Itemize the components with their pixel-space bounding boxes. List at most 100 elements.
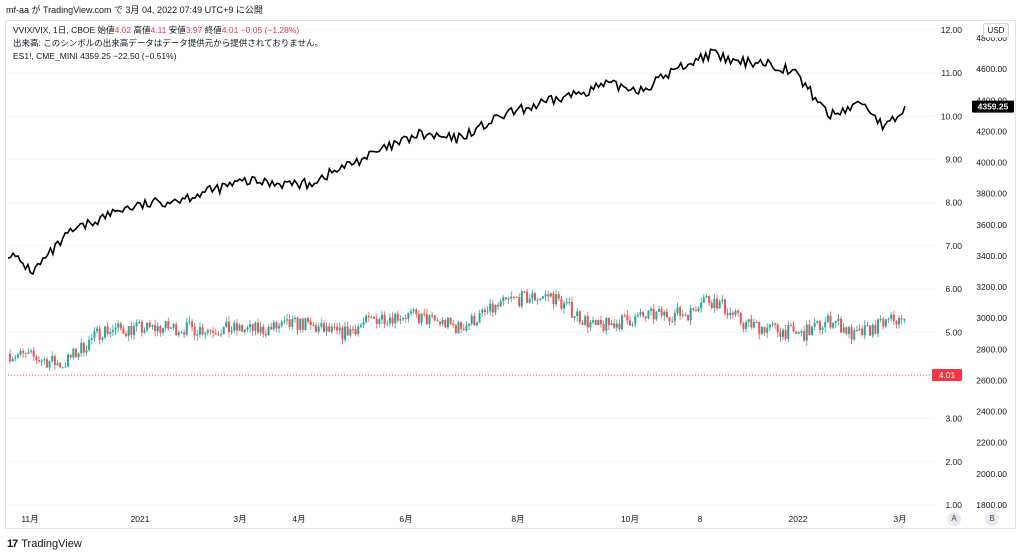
candle-body — [483, 309, 486, 313]
candle-body — [797, 332, 800, 334]
candle-body — [280, 321, 283, 326]
es-last-price-label: 4359.25 — [978, 102, 1009, 112]
candle-body — [233, 323, 236, 331]
candle-body — [541, 296, 544, 299]
legend-vvix-title: VVIX/VIX, 1日, CBOE 始値 — [13, 25, 115, 35]
candle-body — [299, 318, 302, 330]
candle-body — [103, 326, 106, 338]
candle-body — [48, 361, 51, 368]
candle-body — [644, 316, 647, 319]
candle-body — [407, 312, 410, 319]
candle-body — [278, 325, 281, 329]
time-tick-label: 6月 — [399, 514, 412, 524]
candle-body — [322, 323, 325, 332]
candle-body — [708, 296, 711, 303]
candle-body — [829, 315, 832, 328]
candle-body — [687, 315, 690, 321]
candle-body — [758, 322, 761, 334]
time-tick-label: 3月 — [893, 514, 906, 524]
candle-body — [462, 328, 465, 331]
candle-body — [423, 313, 426, 315]
candle-body — [752, 322, 755, 328]
candle-body — [855, 330, 858, 332]
currency-button[interactable]: USD — [983, 23, 1009, 38]
candle-body — [702, 297, 705, 303]
candle-body — [9, 353, 11, 362]
candle-body — [367, 315, 370, 318]
candle-body — [774, 323, 777, 325]
candle-body — [729, 312, 732, 316]
candle-body — [341, 327, 344, 340]
candle-body — [871, 324, 874, 336]
time-axis: 11月 2021 3月 4月 6月 8月 10月 8 2022 3月 — [21, 514, 906, 524]
candle-body — [863, 325, 866, 336]
candle-body — [209, 330, 212, 332]
candle-body — [618, 323, 621, 330]
candle-body — [610, 323, 613, 325]
candle-body — [275, 322, 278, 329]
vvix-tick-label: 10.00 — [941, 111, 963, 121]
candle-body — [320, 323, 323, 327]
auto-scale-button[interactable]: A — [947, 512, 961, 526]
candle-body — [475, 322, 478, 326]
vvix-last-price-tag — [932, 369, 962, 382]
candle-body — [520, 291, 523, 307]
candle-body — [468, 323, 471, 326]
candle-body — [140, 322, 143, 333]
candle-body — [402, 317, 405, 320]
candle-body — [156, 326, 159, 332]
candle-body — [264, 334, 267, 336]
candle-body — [900, 317, 903, 320]
candle-body — [22, 350, 25, 353]
candle-body — [38, 360, 41, 362]
candle-body — [544, 294, 547, 297]
candle-body — [188, 321, 191, 323]
candle-body — [172, 324, 175, 328]
legend-es-title: ES1!, CME_MINI — [13, 51, 78, 61]
candle-body — [639, 312, 642, 315]
candle-body — [399, 319, 402, 321]
legend-high: 4.11 — [150, 25, 167, 35]
candle-body — [415, 309, 418, 315]
candle-body — [504, 297, 507, 300]
candle-body — [386, 323, 389, 325]
candle-body — [584, 316, 587, 325]
candle-body — [51, 355, 54, 362]
es-last-price-tag — [972, 100, 1014, 113]
candle-body — [803, 331, 806, 341]
vvix-tick-label: 8.00 — [945, 198, 962, 208]
candle-body — [700, 302, 703, 309]
vvix-tick-label: 12.00 — [941, 25, 963, 35]
candle-body — [563, 303, 566, 309]
candle-body — [676, 307, 679, 314]
candle-body — [573, 316, 576, 318]
candle-body — [27, 352, 30, 354]
candle-body — [72, 348, 75, 358]
candle-body — [697, 308, 700, 311]
candle-body — [518, 297, 521, 307]
candle-body — [840, 318, 843, 333]
candle-body — [842, 327, 845, 333]
candle-body — [383, 314, 386, 325]
candle-body — [536, 299, 539, 301]
candle-body — [726, 313, 729, 316]
candle-body — [162, 328, 165, 333]
es-tick-label: 2600.00 — [976, 375, 1007, 385]
brand[interactable]: 17 TradingView — [7, 538, 82, 550]
scale-b-button[interactable]: B — [985, 512, 999, 526]
candle-body — [16, 354, 19, 358]
candle-body — [692, 308, 695, 310]
candle-body — [534, 293, 537, 301]
candle-body — [45, 359, 48, 368]
candle-body — [555, 294, 558, 305]
candle-body — [594, 320, 597, 325]
legend-vvix-row: VVIX/VIX, 1日, CBOE 始値4.02 高値4.11 安値3.97 … — [13, 24, 323, 37]
candle-body — [731, 312, 734, 315]
es-tick-label: 1800.00 — [976, 500, 1007, 510]
candle-body — [59, 363, 62, 368]
candle-body — [834, 321, 837, 324]
candle-body — [884, 319, 887, 327]
candle-body — [816, 321, 819, 323]
candle-body — [679, 307, 682, 316]
